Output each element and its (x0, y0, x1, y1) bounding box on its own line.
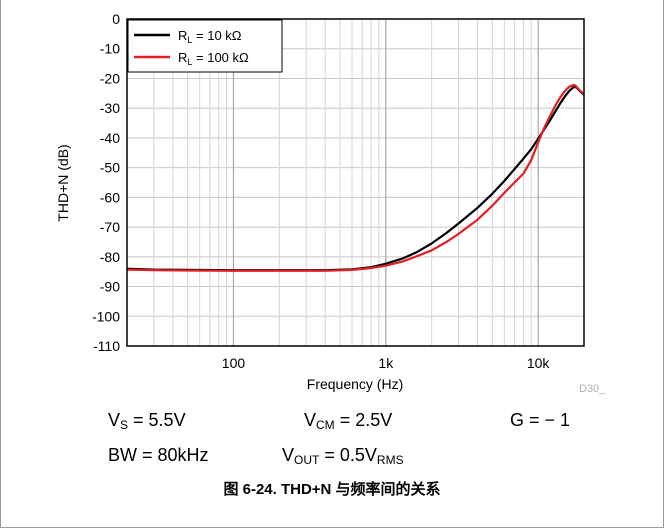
gain-condition: G = − 1 (510, 410, 571, 430)
y-tick-label: -30 (100, 100, 120, 116)
x-tick-label: 1k (378, 355, 394, 371)
y-tick-label: -80 (100, 249, 120, 265)
plot-area-border (126, 18, 585, 347)
y-tick-label: -50 (100, 160, 120, 176)
y-tick-label: -40 (100, 130, 120, 146)
legend-label-series-2: RL = 100 kΩ (178, 50, 249, 67)
chart-series-layer (126, 83, 585, 272)
y-tick-label: -60 (100, 189, 120, 205)
y-tick-label: -10 (100, 41, 120, 57)
x-tick-label: 10k (527, 355, 551, 371)
x-axis-tick-labels: 100 1k 10k (222, 355, 551, 371)
legend-box (127, 19, 283, 73)
figure-id-label: D30_ (579, 383, 606, 395)
x-axis-label: Frequency (Hz) (307, 376, 403, 392)
y-tick-label: -70 (100, 219, 120, 235)
chart-grid (127, 19, 584, 346)
common-mode-voltage-condition: VCM = 2.5V (304, 410, 393, 432)
series-line-1 (126, 85, 585, 272)
y-axis-label: THD+N (dB) (55, 144, 71, 221)
figure-caption: 图 6-24. THD+N 与频率间的关系 (223, 481, 441, 498)
thd-n-vs-frequency-chart: 0 -10 -20 -30 -40 -50 -60 -70 -80 -90 -100 -110 100… (55, 11, 585, 392)
supply-voltage-condition: VS = 5.5V (108, 410, 186, 432)
chart-legend: RL = 10 kΩ RL = 100 kΩ (127, 19, 283, 73)
x-tick-label: 100 (222, 355, 246, 371)
output-voltage-condition: VOUT = 0.5VRMS (282, 445, 404, 467)
y-tick-label: -110 (93, 338, 120, 354)
y-tick-label: 0 (112, 11, 120, 27)
y-tick-label: -20 (100, 70, 120, 86)
legend-label-series-1: RL = 10 kΩ (178, 28, 242, 45)
series-line-2 (126, 83, 585, 272)
y-tick-label: -100 (92, 308, 120, 324)
y-tick-label: -90 (100, 279, 120, 295)
y-axis-tick-labels: 0 -10 -20 -30 -40 -50 -60 -70 -80 -90 -100 -110 (92, 11, 120, 354)
bandwidth-condition: BW = 80kHz (108, 445, 209, 465)
